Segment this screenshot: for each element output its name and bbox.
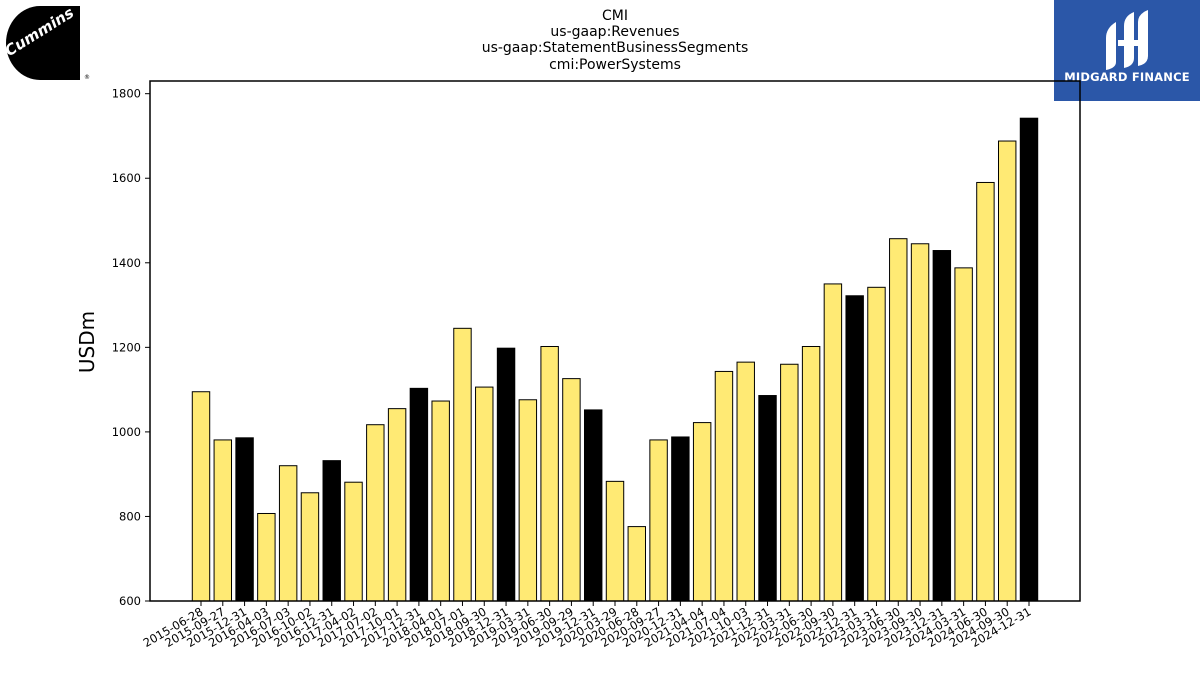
chart-title-line-2: us-gaap:Revenues [550, 24, 679, 40]
bar-2017-04-02 [344, 481, 363, 602]
chart-title-line-1: CMI [602, 8, 628, 24]
bar-2018-09-30 [475, 386, 494, 602]
x-ticks-group: 2015-06-282015-09-272015-12-312016-04-03… [141, 601, 1034, 650]
y-tick-label: 1800 [112, 87, 141, 101]
plot-frame [149, 80, 1081, 602]
bar-2023-06-30 [889, 238, 908, 602]
bar-2020-06-28 [627, 526, 647, 602]
cummins-logo: Cummins ® [2, 4, 90, 81]
y-tick-label: 1000 [112, 425, 141, 439]
bar-2015-06-28 [191, 391, 211, 602]
bar-2016-07-03 [278, 465, 298, 602]
y-ticks-group: 600 800 1000 1200 1400 1600 1800 [112, 87, 150, 608]
bar-2017-10-01 [387, 408, 407, 602]
bar-2016-10-02 [300, 492, 320, 602]
bar-2023-09-30 [910, 243, 930, 602]
bar-2024-06-30 [976, 181, 995, 602]
bar-2015-09-27 [213, 439, 233, 602]
registered-mark: ® [84, 74, 90, 81]
bar-2019-06-30 [540, 345, 559, 602]
bar-2016-12-31 [322, 460, 341, 602]
bar-2020-12-31 [671, 436, 690, 602]
bar-2021-12-31 [758, 395, 777, 602]
bar-2018-04-01 [431, 400, 450, 602]
y-axis-label: USDm [75, 311, 99, 373]
bar-2024-03-31 [954, 267, 973, 602]
bar-2022-03-31 [780, 363, 799, 602]
chart-title-line-4: cmi:PowerSystems [549, 57, 681, 73]
bar-2015-12-31 [235, 437, 254, 602]
y-tick-label: 800 [119, 509, 141, 523]
bar-2022-06-30 [801, 345, 821, 602]
bar-2023-03-31 [867, 286, 886, 602]
bar-2020-03-29 [605, 480, 625, 602]
bar-2018-12-31 [496, 347, 516, 602]
bar-2021-07-04 [714, 370, 734, 602]
bar-2017-12-31 [409, 387, 429, 602]
bar-2017-07-02 [366, 424, 385, 602]
bar-2018-07-01 [453, 327, 472, 602]
y-tick-label: 1600 [112, 171, 141, 185]
y-tick-label: 1200 [112, 340, 141, 354]
midgard-finance-logo: MIDGARD FINANCE [1054, 0, 1200, 101]
bar-2021-04-04 [692, 422, 712, 602]
midgard-logo-mark [1106, 10, 1148, 70]
y-tick-label: 600 [119, 594, 141, 608]
bar-2024-09-30 [997, 140, 1017, 602]
y-tick-label: 1400 [112, 256, 141, 270]
bar-2019-12-31 [583, 409, 603, 602]
bars-group [191, 117, 1039, 602]
bar-2022-09-30 [823, 283, 843, 602]
chart-title-line-3: us-gaap:StatementBusinessSegments [482, 40, 749, 56]
bar-2024-12-31 [1019, 117, 1039, 602]
bar-2019-09-29 [562, 378, 581, 602]
bar-2022-12-31 [845, 295, 864, 602]
bar-2019-03-31 [518, 399, 538, 602]
bar-2023-12-31 [932, 250, 952, 602]
bar-2021-10-03 [736, 361, 755, 602]
bar-2016-04-03 [257, 512, 276, 602]
bar-2020-09-27 [649, 439, 668, 602]
midgard-logo-text: MIDGARD FINANCE [1064, 70, 1190, 84]
